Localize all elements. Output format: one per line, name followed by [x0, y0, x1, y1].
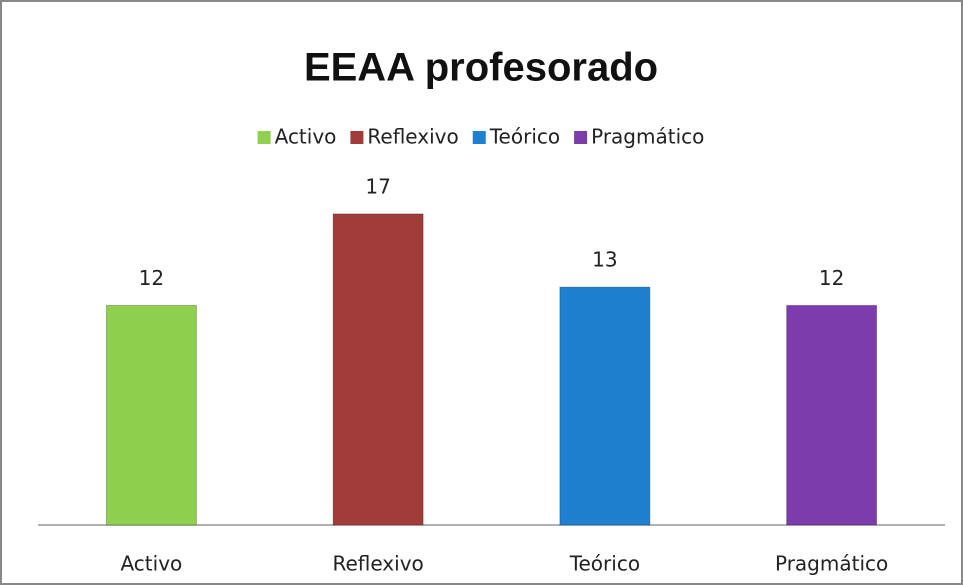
bar — [105, 304, 197, 526]
legend-swatch — [574, 131, 588, 144]
bar — [559, 286, 651, 526]
legend-label: Activo — [275, 125, 337, 149]
legend-swatch — [257, 131, 271, 144]
legend-label: Pragmático — [591, 125, 704, 149]
x-tick-label: Reflexivo — [332, 552, 423, 576]
x-tick-label: Activo — [120, 552, 182, 576]
data-label: 12 — [819, 266, 844, 290]
chart-title: EEAA profesorado — [304, 46, 658, 90]
legend-swatch — [472, 131, 486, 144]
data-label: 13 — [592, 248, 617, 272]
x-tick-label: Pragmático — [775, 552, 888, 576]
legend-label: Reflexivo — [367, 125, 458, 149]
bar — [786, 304, 878, 526]
data-label: 12 — [139, 266, 164, 290]
legend-label: Teórico — [489, 125, 560, 149]
x-tick-label: Teórico — [569, 552, 640, 576]
bar — [332, 213, 424, 526]
data-label: 17 — [365, 174, 390, 198]
legend: Activo Reflexivo Teórico Pragmático — [257, 125, 704, 149]
legend-swatch — [350, 131, 364, 144]
